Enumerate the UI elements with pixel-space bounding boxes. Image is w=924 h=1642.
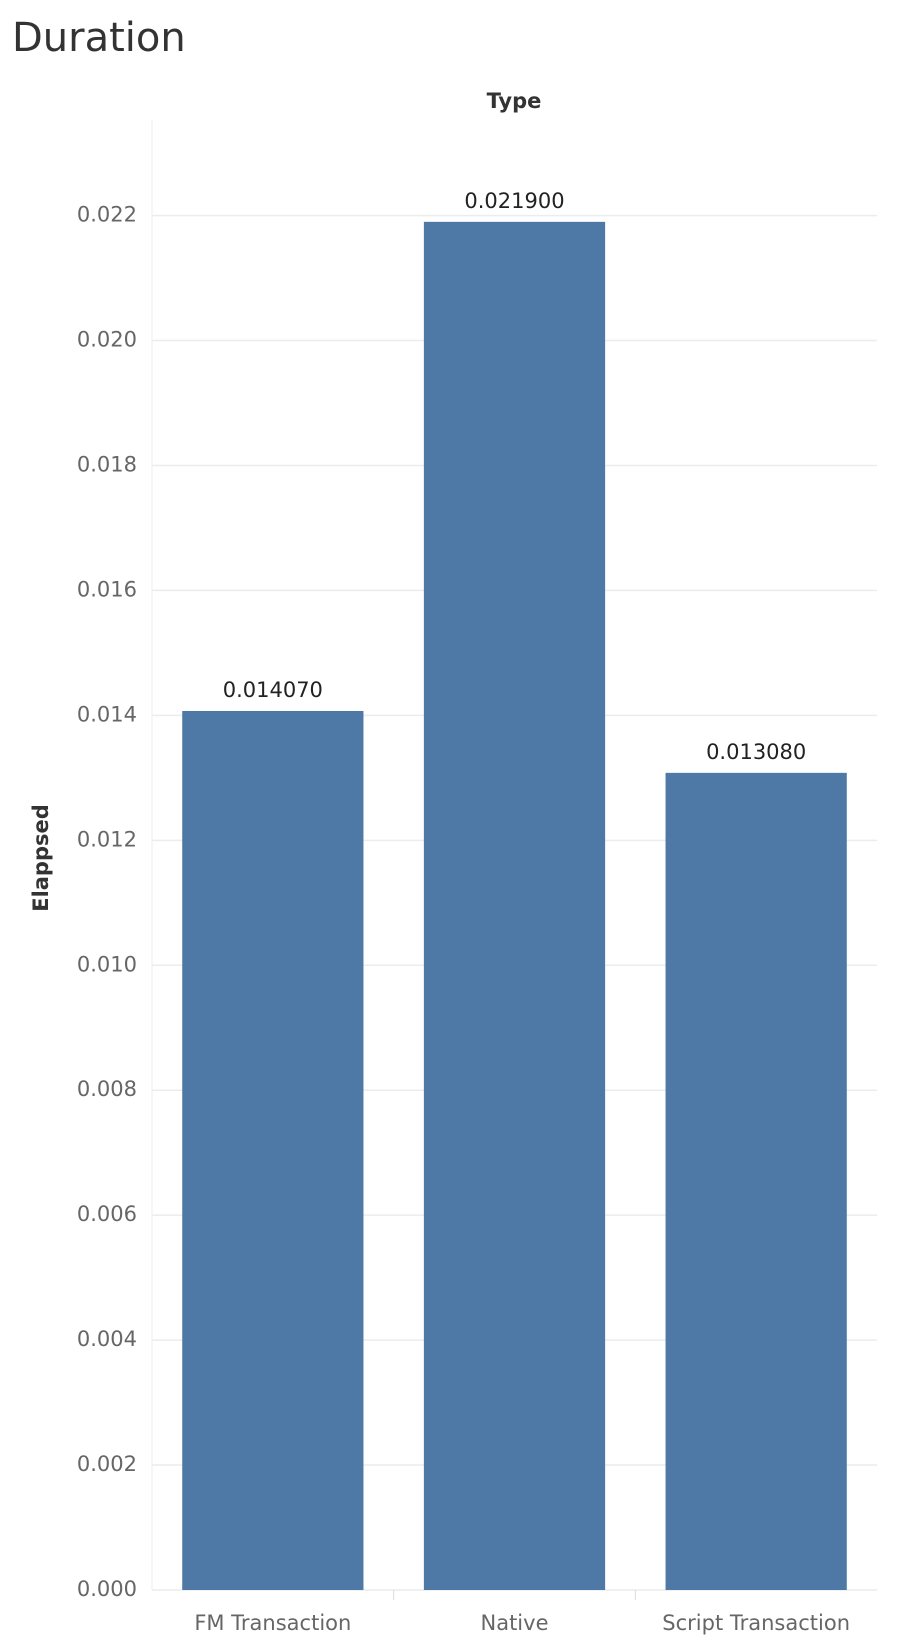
y-tick-label: 0.012 xyxy=(77,827,137,851)
y-tick-label: 0.022 xyxy=(77,203,137,227)
chart-title: Duration xyxy=(12,15,186,61)
x-tick-label: Native xyxy=(481,1611,549,1635)
y-tick-label: 0.020 xyxy=(77,328,137,352)
bar xyxy=(423,221,606,1591)
y-tick-label: 0.016 xyxy=(77,577,137,601)
y-axis-label: Elappsed xyxy=(29,804,53,912)
y-tick-label: 0.008 xyxy=(77,1077,137,1101)
value-label: 0.013080 xyxy=(706,740,806,764)
x-tick-label: Script Transaction xyxy=(662,1611,850,1635)
y-tick-label: 0.014 xyxy=(77,702,137,726)
x-tick-label: FM Transaction xyxy=(194,1611,351,1635)
column-header: Type xyxy=(487,89,542,113)
y-tick-label: 0.002 xyxy=(77,1452,137,1476)
y-tick-label: 0.010 xyxy=(77,952,137,976)
y-tick-label: 0.004 xyxy=(77,1327,137,1351)
bar xyxy=(665,772,847,1590)
y-tick-label: 0.018 xyxy=(77,452,137,476)
y-tick-label: 0.000 xyxy=(77,1577,137,1601)
value-label: 0.014070 xyxy=(223,678,323,702)
bar xyxy=(182,710,364,1590)
value-label: 0.021900 xyxy=(464,189,564,213)
y-tick-label: 0.006 xyxy=(77,1202,137,1226)
